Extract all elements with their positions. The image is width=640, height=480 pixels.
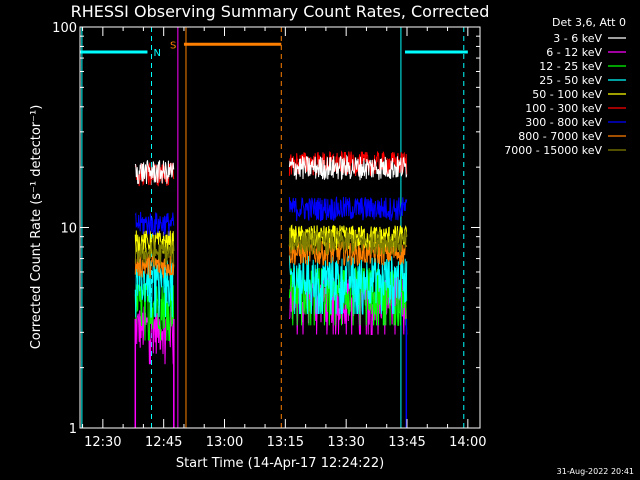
y-tick-label: 10 (60, 222, 77, 237)
axes: 1 10 100 12:30 12:45 13:00 13:15 13:30 13:45 14:0… (52, 21, 486, 450)
x-tick-label: 12:30 (84, 435, 121, 450)
y-tick-label: 1 (69, 422, 77, 437)
legend-label: 300 - 800 keV (525, 116, 602, 129)
x-tick-label: 13:45 (388, 435, 425, 450)
timestamp: 31-Aug-2022 20:41 (557, 467, 634, 476)
x-tick-label: 13:15 (267, 435, 304, 450)
x-tick-label: 12:45 (145, 435, 182, 450)
y-tick-label: 100 (52, 21, 77, 36)
legend-label: 3 - 6 keV (553, 32, 602, 45)
x-tick-label: 14:00 (449, 435, 486, 450)
series-line-9 (288, 230, 408, 255)
saa-label: S (170, 40, 176, 51)
legend-label: 12 - 25 keV (539, 60, 602, 73)
chart-title: RHESSI Observing Summary Count Rates, Co… (71, 2, 490, 21)
legend-label: 25 - 50 keV (539, 74, 602, 87)
legend-label: 6 - 12 keV (546, 46, 602, 59)
y-axis-label: Corrected Count Rate (s⁻¹ detector⁻¹) (29, 105, 44, 350)
x-axis-label: Start Time (14-Apr-17 12:24:22) (176, 456, 384, 471)
night-label: N (153, 48, 160, 59)
legend-label: 100 - 300 keV (525, 102, 602, 115)
legend-label: 7000 - 15000 keV (504, 144, 602, 157)
legend-label: 50 - 100 keV (532, 88, 602, 101)
series-line-7 (288, 196, 408, 222)
x-tick-label: 13:00 (206, 435, 243, 450)
series-line-7 (134, 211, 175, 237)
x-tick-label: 13:30 (327, 435, 364, 450)
data-series (134, 150, 408, 428)
series-line-1 (288, 154, 408, 181)
legend-label: 800 - 7000 keV (518, 130, 602, 143)
series-line-9 (134, 240, 175, 266)
series-line-1 (134, 160, 175, 185)
legend-title: Det 3,6, Att 0 (552, 16, 626, 29)
